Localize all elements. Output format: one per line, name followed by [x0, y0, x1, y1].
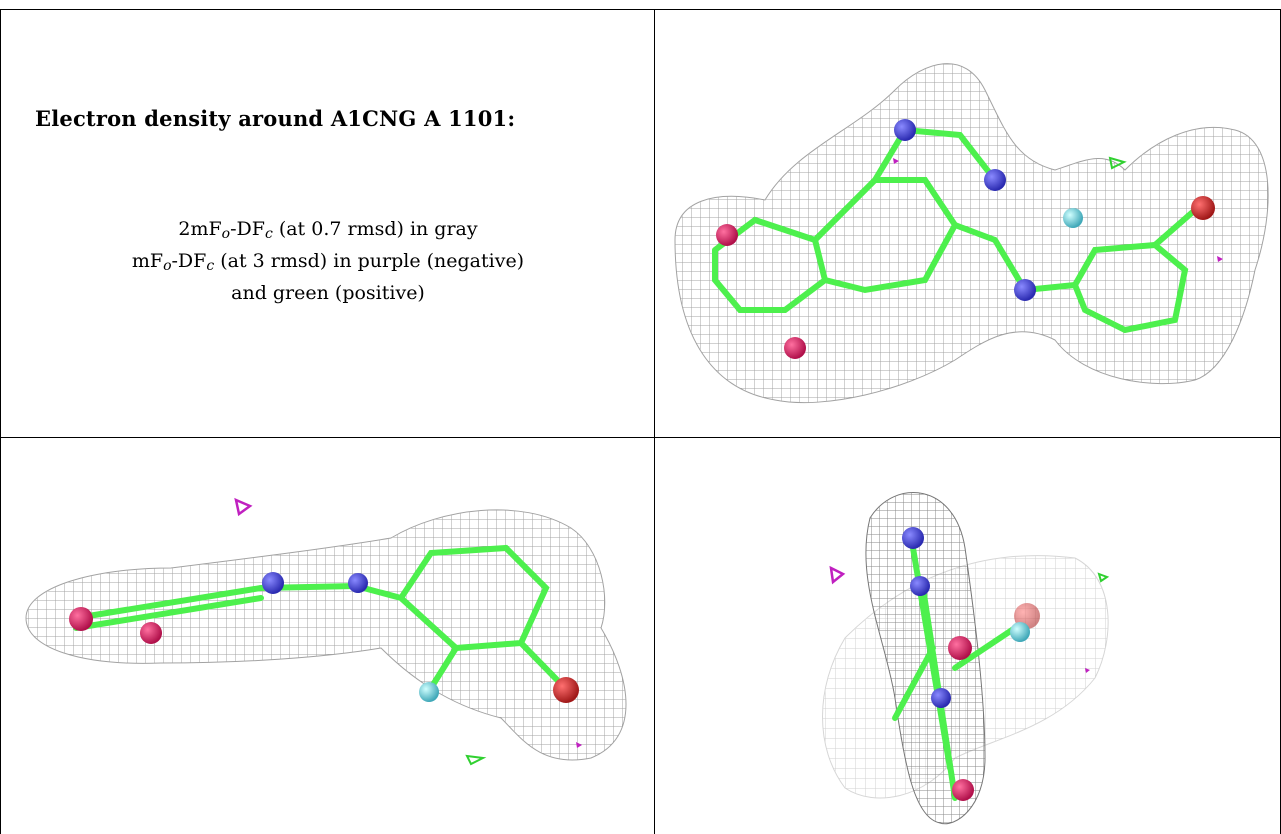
positive-density-blob [1097, 572, 1110, 583]
oxygen-atom [952, 779, 974, 801]
positive-density-blob [465, 754, 487, 766]
nitrogen-atom [348, 573, 368, 593]
negative-density-blob [234, 497, 253, 517]
fluorine-atom [1010, 622, 1030, 642]
oxygen-atom [716, 224, 738, 246]
bottom-left-view [1, 438, 654, 834]
nitrogen-atom [902, 527, 924, 549]
atoms [716, 119, 1215, 359]
oxygen-atom [784, 337, 806, 359]
nitrogen-atom [910, 576, 930, 596]
positive-density-blob [1108, 156, 1127, 170]
carbon-bonds [712, 126, 1198, 334]
nitrogen-atom [931, 688, 951, 708]
chlorine-atom [553, 677, 579, 703]
nitrogen-atom [984, 169, 1006, 191]
atoms [902, 527, 1040, 801]
caption-legend: 2mFo-DFc (at 0.7 rmsd) in gray mFo-DFc (… [1, 216, 654, 307]
oxygen-atom [140, 622, 162, 644]
table-top-border [0, 9, 1281, 10]
chlorine-atom [1191, 196, 1215, 220]
atoms [69, 572, 579, 703]
top-right-view [655, 10, 1280, 437]
nitrogen-atom [894, 119, 916, 141]
negative-density-blob [576, 742, 582, 748]
table-left-border [0, 9, 1, 834]
negative-density-blob [1085, 668, 1090, 673]
oxygen-atom [69, 607, 93, 631]
caption-title: Electron density around A1CNG A 1101: [35, 106, 516, 131]
legend-line-colors: and green (positive) [231, 282, 425, 304]
nitrogen-atom [262, 572, 284, 594]
legend-line-fo: mFo-DFc (at 3 rmsd) in purple (negative) [131, 250, 525, 274]
table-row-divider [0, 437, 1281, 438]
bottom-right-view [655, 438, 1280, 834]
caption-cell: Electron density around A1CNG A 1101: 2m… [1, 10, 654, 437]
fluorine-atom [1063, 208, 1083, 228]
density-mesh [25, 509, 627, 761]
fluorine-atom [419, 682, 439, 702]
nitrogen-atom [1014, 279, 1036, 301]
negative-density-blob [893, 158, 899, 164]
negative-density-blob [829, 565, 846, 585]
oxygen-atom [948, 636, 972, 660]
table-middle-divider [654, 9, 655, 834]
legend-line-2fo: 2mFo-DFc (at 0.7 rmsd) in gray [178, 218, 478, 242]
negative-density-blob [1217, 256, 1223, 262]
